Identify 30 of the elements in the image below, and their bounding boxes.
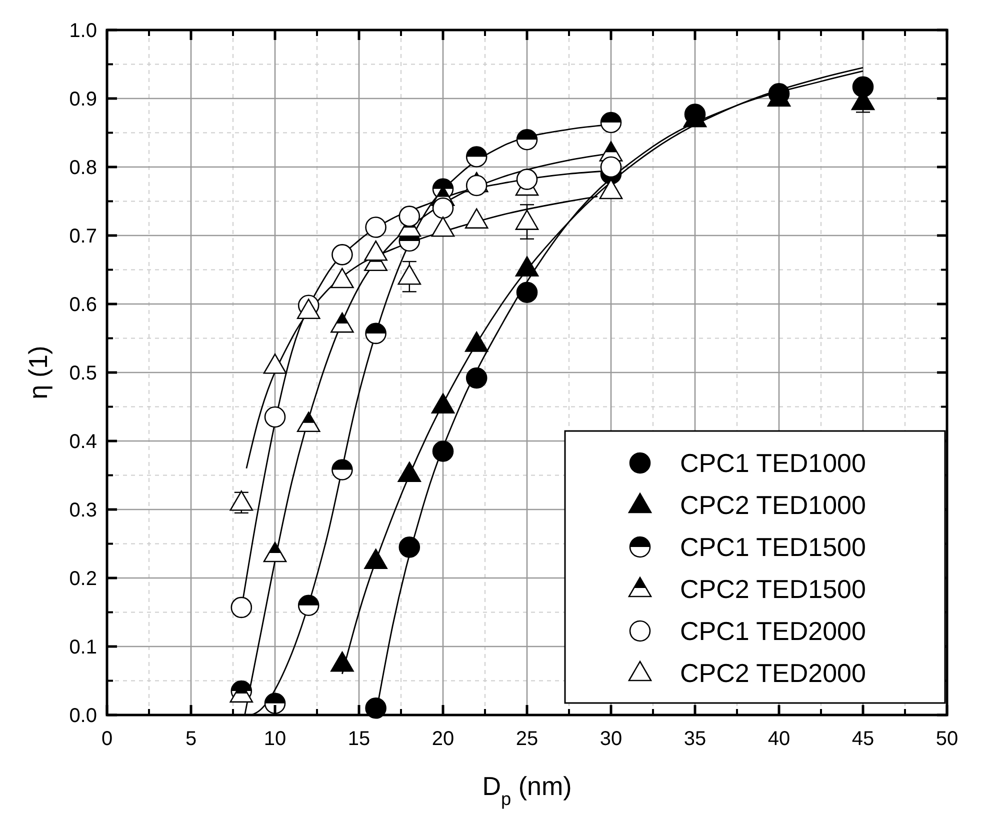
x-tick-label: 10 [264, 728, 286, 750]
legend-label: CPC1 TED1500 [680, 532, 866, 562]
y-tick-label: 0.8 [69, 157, 97, 179]
x-tick-label: 45 [852, 728, 874, 750]
legend-label: CPC1 TED2000 [680, 616, 866, 646]
legend-label: CPC1 TED1000 [680, 448, 866, 478]
y-axis-title: η (1) [23, 346, 53, 400]
x-tick-label: 40 [768, 728, 790, 750]
y-tick-label: 0.1 [69, 636, 97, 658]
x-tick-label: 50 [936, 728, 958, 750]
x-tick-label: 0 [101, 728, 113, 750]
y-tick-label: 1.0 [69, 20, 97, 42]
y-tick-label: 0.0 [69, 705, 97, 727]
y-tick-label: 0.4 [69, 431, 97, 453]
x-tick-label: 30 [600, 728, 622, 750]
x-tick-label: 15 [348, 728, 370, 750]
y-tick-label: 0.9 [69, 88, 97, 110]
y-tick-label: 0.5 [69, 362, 97, 384]
y-tick-label: 0.6 [69, 294, 97, 316]
legend-label: CPC2 TED2000 [680, 658, 866, 688]
y-tick-label: 0.3 [69, 500, 97, 522]
x-tick-label: 20 [432, 728, 454, 750]
y-tick-label: 0.2 [69, 568, 97, 590]
x-tick-label: 25 [516, 728, 538, 750]
legend-label: CPC2 TED1500 [680, 574, 866, 604]
y-tick-label: 0.7 [69, 226, 97, 248]
x-tick-label: 35 [684, 728, 706, 750]
x-tick-label: 5 [185, 728, 197, 750]
legend-label: CPC2 TED1000 [680, 490, 866, 520]
x-axis-title: D$_{p}$ (nm) [482, 771, 572, 809]
